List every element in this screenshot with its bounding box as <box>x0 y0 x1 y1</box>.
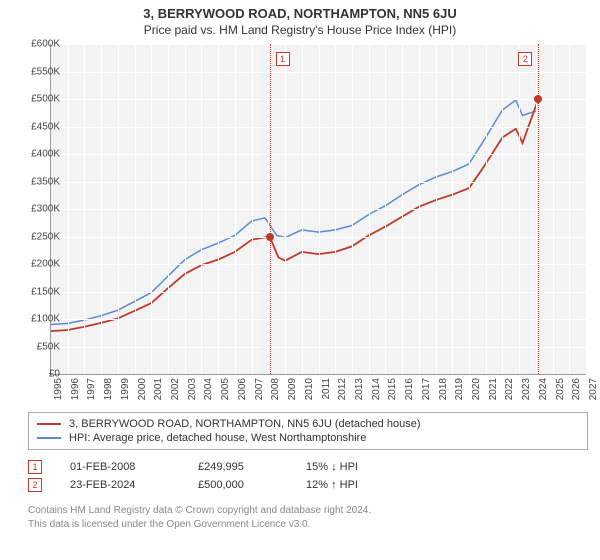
footer: Contains HM Land Registry data © Crown c… <box>28 504 588 531</box>
legend-swatch <box>37 423 61 425</box>
y-axis-label: £50K <box>37 341 60 352</box>
x-axis-label: 2022 <box>504 378 515 400</box>
x-axis-label: 2024 <box>538 378 549 400</box>
x-axis-label: 2002 <box>170 378 181 400</box>
x-axis-label: 2016 <box>404 378 415 400</box>
x-axis-label: 1995 <box>53 378 64 400</box>
legend-item: HPI: Average price, detached house, West… <box>37 431 579 445</box>
y-axis-label: £500K <box>31 94 60 105</box>
y-axis-label: £450K <box>31 121 60 132</box>
y-axis-label: £600K <box>31 39 60 50</box>
x-axis-label: 1996 <box>70 378 81 400</box>
event-marker-dot <box>266 233 274 241</box>
x-axis-label: 2015 <box>387 378 398 400</box>
x-axis-label: 2021 <box>488 378 499 400</box>
x-axis-label: 2010 <box>304 378 315 400</box>
sale-row: 2 23-FEB-2024 £500,000 12% ↑ HPI <box>28 476 588 494</box>
sale-date: 23-FEB-2024 <box>70 479 170 491</box>
y-axis-label: £100K <box>31 314 60 325</box>
footer-line-1: Contains HM Land Registry data © Crown c… <box>28 504 588 518</box>
y-axis-label: £400K <box>31 149 60 160</box>
y-axis-label: £250K <box>31 231 60 242</box>
x-axis-label: 2004 <box>203 378 214 400</box>
y-axis-label: £550K <box>31 66 60 77</box>
event-marker-dot <box>534 95 542 103</box>
x-axis-label: 2025 <box>555 378 566 400</box>
chart-subtitle: Price paid vs. HM Land Registry's House … <box>0 21 600 41</box>
x-axis-label: 2023 <box>521 378 532 400</box>
x-axis-label: 2009 <box>287 378 298 400</box>
chart-title: 3, BERRYWOOD ROAD, NORTHAMPTON, NN5 6JU <box>0 0 600 21</box>
sales-table: 1 01-FEB-2008 £249,995 15% ↓ HPI 2 23-FEB-202… <box>28 458 588 494</box>
legend-label: 3, BERRYWOOD ROAD, NORTHAMPTON, NN5 6JU … <box>69 418 421 430</box>
x-axis-label: 2001 <box>153 378 164 400</box>
x-axis-label: 1999 <box>120 378 131 400</box>
y-axis-label: £300K <box>31 204 60 215</box>
x-axis-label: 2006 <box>237 378 248 400</box>
x-axis-label: 2027 <box>588 378 599 400</box>
series-line <box>51 99 538 331</box>
sale-row: 1 01-FEB-2008 £249,995 15% ↓ HPI <box>28 458 588 476</box>
y-axis-label: £200K <box>31 259 60 270</box>
x-axis-label: 2013 <box>354 378 365 400</box>
x-axis-label: 2003 <box>187 378 198 400</box>
legend-label: HPI: Average price, detached house, West… <box>69 432 366 444</box>
x-axis-label: 1997 <box>86 378 97 400</box>
x-axis-label: 2026 <box>571 378 582 400</box>
x-axis-label: 2018 <box>438 378 449 400</box>
x-axis-label: 2008 <box>270 378 281 400</box>
sale-delta: 15% ↓ HPI <box>306 461 396 473</box>
sale-price: £249,995 <box>198 461 278 473</box>
event-marker-box: 1 <box>276 52 290 66</box>
x-axis-label: 2011 <box>321 378 332 400</box>
x-axis-label: 2007 <box>254 378 265 400</box>
x-axis-label: 2012 <box>337 378 348 400</box>
chart-container: 3, BERRYWOOD ROAD, NORTHAMPTON, NN5 6JU … <box>0 0 600 560</box>
sale-marker: 1 <box>28 460 42 474</box>
x-axis-label: 2020 <box>471 378 482 400</box>
x-axis-label: 1998 <box>103 378 114 400</box>
footer-line-2: This data is licensed under the Open Gov… <box>28 518 588 532</box>
y-axis-label: £150K <box>31 286 60 297</box>
x-axis-label: 2019 <box>454 378 465 400</box>
y-axis-label: £350K <box>31 176 60 187</box>
x-axis-label: 2017 <box>421 378 432 400</box>
x-axis-label: 2000 <box>137 378 148 400</box>
plot-area: 12 <box>50 44 586 375</box>
below-chart: 3, BERRYWOOD ROAD, NORTHAMPTON, NN5 6JU … <box>28 412 588 531</box>
event-marker-box: 2 <box>518 52 532 66</box>
legend-item: 3, BERRYWOOD ROAD, NORTHAMPTON, NN5 6JU … <box>37 417 579 431</box>
x-axis-label: 2005 <box>220 378 231 400</box>
x-axis-label: 2014 <box>371 378 382 400</box>
sale-marker: 2 <box>28 478 42 492</box>
sale-date: 01-FEB-2008 <box>70 461 170 473</box>
sale-delta: 12% ↑ HPI <box>306 479 396 491</box>
legend: 3, BERRYWOOD ROAD, NORTHAMPTON, NN5 6JU … <box>28 412 588 450</box>
legend-swatch <box>37 437 61 439</box>
sale-price: £500,000 <box>198 479 278 491</box>
